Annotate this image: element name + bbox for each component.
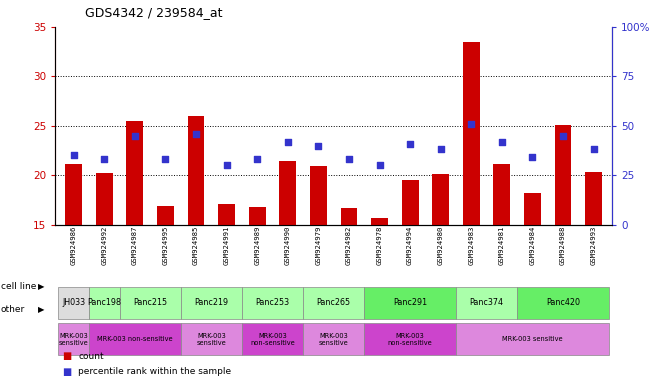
Point <box>99 156 109 162</box>
Text: GDS4342 / 239584_at: GDS4342 / 239584_at <box>85 6 222 19</box>
Point <box>497 139 507 145</box>
Point <box>221 162 232 169</box>
Bar <box>89 287 120 319</box>
Text: Panc219: Panc219 <box>194 298 229 307</box>
Text: GSM924980: GSM924980 <box>437 225 444 265</box>
Point <box>527 154 538 161</box>
Bar <box>364 323 456 355</box>
Text: Panc265: Panc265 <box>316 298 351 307</box>
Text: GSM924992: GSM924992 <box>102 225 107 265</box>
Bar <box>517 287 609 319</box>
Text: GSM924986: GSM924986 <box>71 225 77 265</box>
Bar <box>524 193 541 225</box>
Text: GSM924991: GSM924991 <box>223 225 230 265</box>
Text: MRK-003
non-sensitive: MRK-003 non-sensitive <box>250 333 295 346</box>
Text: GSM924978: GSM924978 <box>376 225 383 265</box>
Text: GSM924984: GSM924984 <box>529 225 535 265</box>
Bar <box>303 287 364 319</box>
Text: GSM924979: GSM924979 <box>315 225 322 265</box>
Bar <box>181 323 242 355</box>
Point <box>436 146 446 152</box>
Text: GSM924981: GSM924981 <box>499 225 505 265</box>
Text: MRK-003 sensitive: MRK-003 sensitive <box>502 336 562 343</box>
Text: JH033: JH033 <box>62 298 85 307</box>
Text: GSM924994: GSM924994 <box>407 225 413 265</box>
Point <box>344 156 354 162</box>
Bar <box>242 287 303 319</box>
Bar <box>279 161 296 225</box>
Text: Panc215: Panc215 <box>133 298 167 307</box>
Text: Panc253: Panc253 <box>255 298 290 307</box>
Bar <box>432 174 449 225</box>
Bar <box>456 323 609 355</box>
Point <box>130 132 140 139</box>
Point <box>160 156 171 162</box>
Point <box>68 152 79 159</box>
Bar <box>249 207 266 225</box>
Bar <box>310 166 327 225</box>
Text: MRK-003
sensitive: MRK-003 sensitive <box>59 333 89 346</box>
Text: MRK-003
sensitive: MRK-003 sensitive <box>197 333 226 346</box>
Bar <box>89 323 181 355</box>
Text: GSM924988: GSM924988 <box>560 225 566 265</box>
Point <box>191 131 201 137</box>
Text: GSM924993: GSM924993 <box>590 225 596 265</box>
Text: ■: ■ <box>62 351 71 361</box>
Text: cell line: cell line <box>1 281 36 291</box>
Bar <box>187 116 204 225</box>
Text: GSM924985: GSM924985 <box>193 225 199 265</box>
Bar <box>242 323 303 355</box>
Text: MRK-003 non-sensitive: MRK-003 non-sensitive <box>97 336 173 343</box>
Text: percentile rank within the sample: percentile rank within the sample <box>78 367 231 376</box>
Text: GSM924983: GSM924983 <box>468 225 475 265</box>
Text: GSM924989: GSM924989 <box>254 225 260 265</box>
Text: ■: ■ <box>62 367 71 377</box>
Bar <box>402 180 419 225</box>
Bar <box>303 323 364 355</box>
Bar <box>555 125 572 225</box>
Bar <box>59 323 89 355</box>
Text: count: count <box>78 352 104 361</box>
Text: Panc374: Panc374 <box>469 298 504 307</box>
Bar <box>456 287 517 319</box>
Bar <box>96 173 113 225</box>
Text: Panc420: Panc420 <box>546 298 580 307</box>
Bar <box>364 287 456 319</box>
Bar <box>493 164 510 225</box>
Point <box>283 139 293 145</box>
Point <box>466 121 477 127</box>
Bar <box>120 287 181 319</box>
Bar <box>371 218 388 225</box>
Text: MRK-003
sensitive: MRK-003 sensitive <box>319 333 348 346</box>
Text: ▶: ▶ <box>38 281 44 291</box>
Bar <box>463 42 480 225</box>
Text: Panc291: Panc291 <box>393 298 427 307</box>
Text: Panc198: Panc198 <box>87 298 121 307</box>
Bar <box>65 164 82 225</box>
Bar <box>181 287 242 319</box>
Point <box>374 162 385 169</box>
Bar <box>218 204 235 225</box>
Point <box>589 146 599 152</box>
Text: GSM924987: GSM924987 <box>132 225 138 265</box>
Bar <box>585 172 602 225</box>
Bar <box>340 208 357 225</box>
Text: GSM924982: GSM924982 <box>346 225 352 265</box>
Bar <box>126 121 143 225</box>
Text: MRK-003
non-sensitive: MRK-003 non-sensitive <box>388 333 432 346</box>
Text: other: other <box>1 305 25 314</box>
Point <box>558 132 568 139</box>
Point <box>405 141 415 147</box>
Text: GSM924995: GSM924995 <box>163 225 169 265</box>
Text: ▶: ▶ <box>38 305 44 314</box>
Text: GSM924990: GSM924990 <box>284 225 291 265</box>
Point <box>313 142 324 149</box>
Bar <box>157 206 174 225</box>
Point <box>252 156 262 162</box>
Bar <box>59 287 89 319</box>
